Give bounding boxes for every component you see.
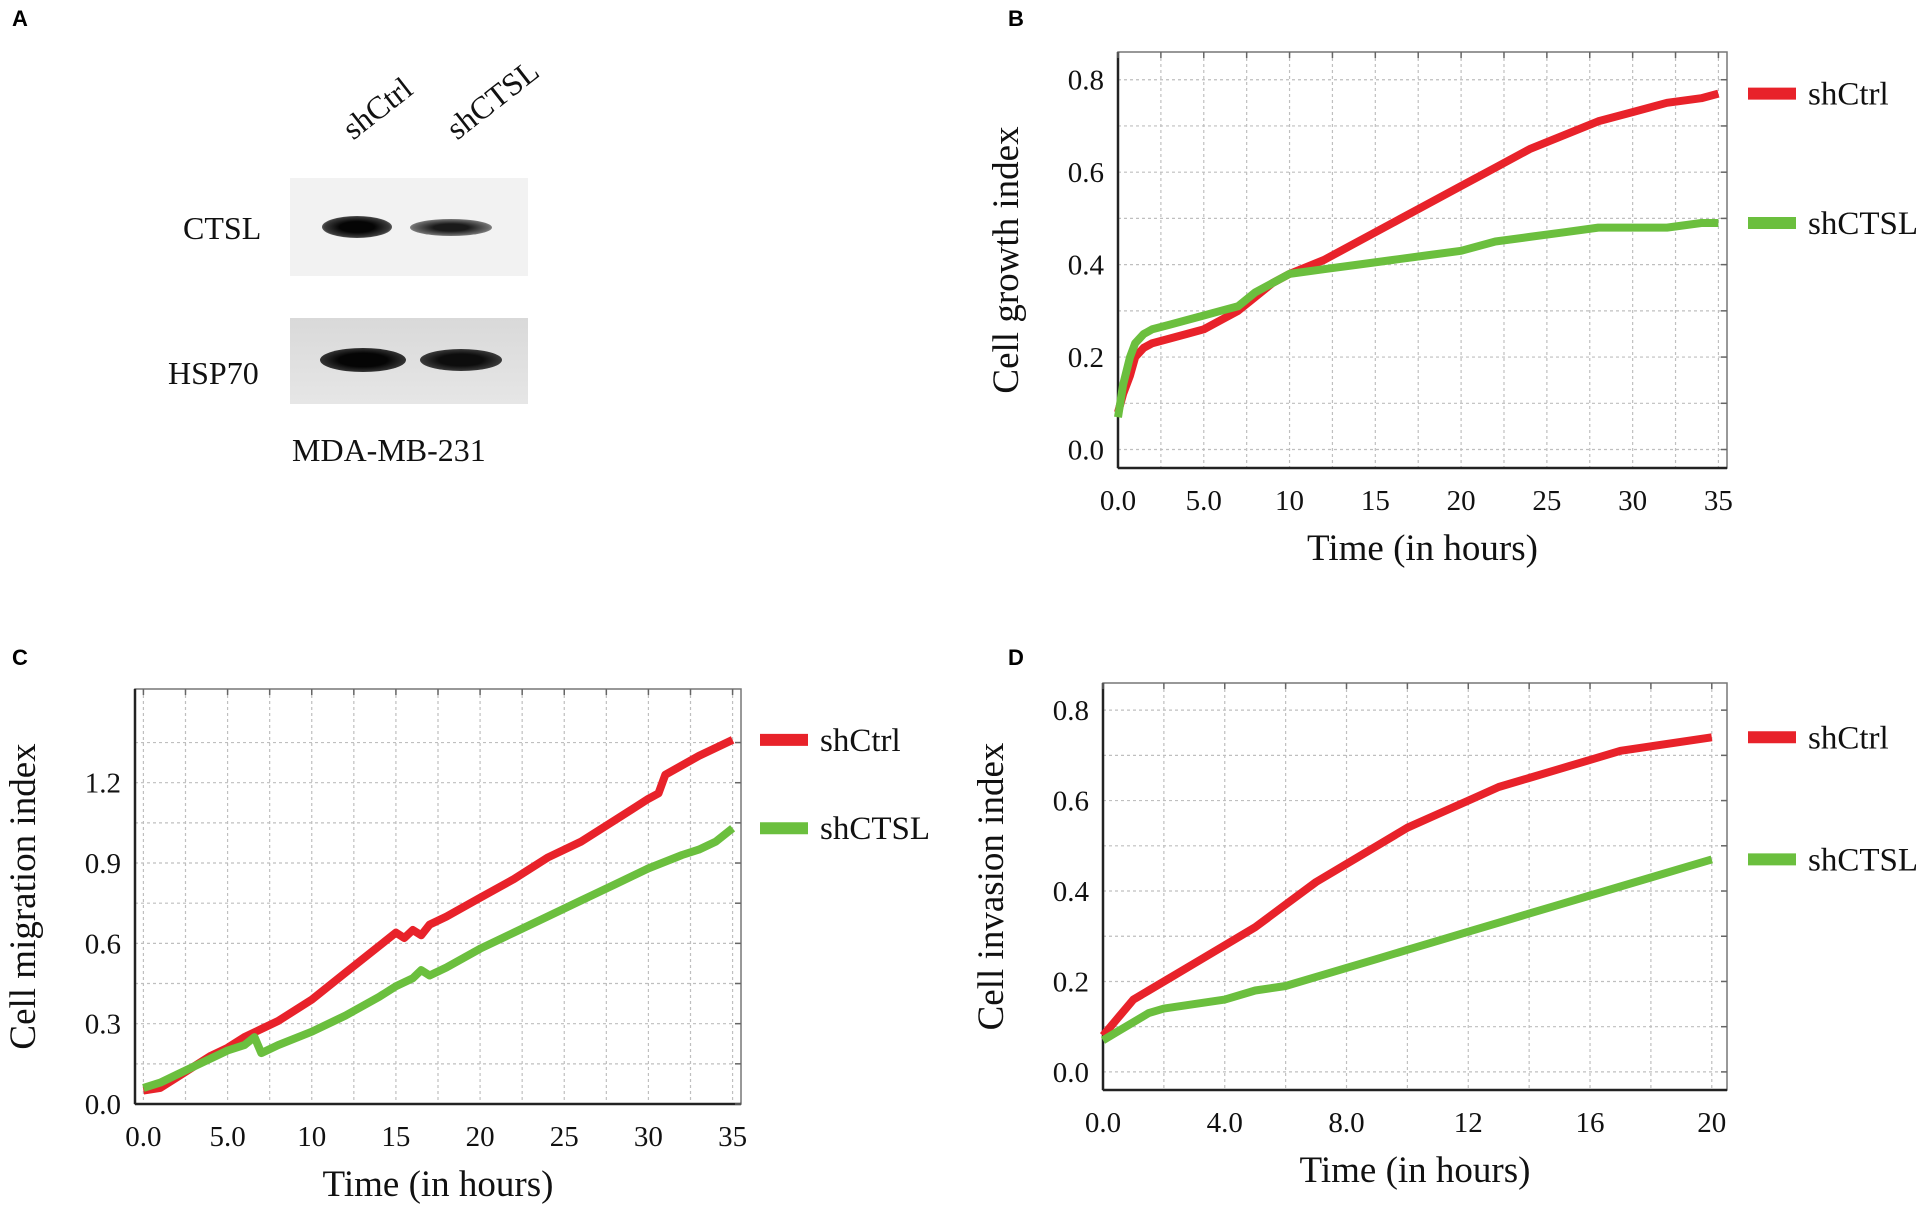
y-tick-label: 0.8 bbox=[1053, 695, 1089, 727]
x-tick-label: 35 bbox=[1704, 485, 1733, 517]
blot-strip-hsp70 bbox=[290, 318, 528, 404]
x-tick-label: 20 bbox=[1697, 1107, 1726, 1139]
x-tick-label: 12 bbox=[1454, 1107, 1483, 1139]
series-line-shctsl bbox=[1114, 219, 1719, 418]
x-tick-label: 25 bbox=[550, 1121, 579, 1153]
cell-line-label: MDA-MB-231 bbox=[292, 432, 486, 468]
y-axis-title: Cell invasion index bbox=[971, 742, 1012, 1030]
x-tick-label: 0.0 bbox=[1085, 1107, 1121, 1139]
x-axis-title: Time (in hours) bbox=[323, 1164, 554, 1205]
y-axis-title: Cell migration index bbox=[3, 743, 44, 1050]
legend-label-shctsl: shCTSL bbox=[820, 811, 930, 847]
y-axis-title: Cell growth index bbox=[986, 126, 1027, 394]
x-tick-label: 20 bbox=[1447, 485, 1476, 517]
blot-row-label-hsp70: HSP70 bbox=[168, 355, 259, 391]
series-line-shctrl bbox=[1099, 733, 1713, 1039]
series-line-shctsl bbox=[142, 825, 736, 1092]
x-tick-label: 8.0 bbox=[1328, 1107, 1364, 1139]
chart-cell-growth: 0.0 5.0 10 15 20 25 30 35 0.0 0.2 0.4 0.6 0.8 Time (i… bbox=[986, 51, 1918, 569]
y-tick-label: 0.0 bbox=[85, 1089, 121, 1121]
y-tick-label: 0.8 bbox=[1068, 65, 1104, 97]
y-tick-label: 0.9 bbox=[85, 848, 121, 880]
x-axis-title: Time (in hours) bbox=[1307, 528, 1538, 569]
chart-cell-migration: 0.0 5.0 10 15 20 25 30 35 0.0 0.3 0.6 0.9 1.2 Time (i… bbox=[3, 688, 930, 1205]
y-tick-label: 0.6 bbox=[1068, 157, 1104, 189]
band-ctsl-shctrl bbox=[322, 216, 392, 238]
panel-label-c: C bbox=[12, 645, 28, 670]
legend-label-shctsl: shCTSL bbox=[1808, 206, 1918, 242]
x-tick-label: 0.0 bbox=[1100, 485, 1136, 517]
panel-label-d: D bbox=[1008, 645, 1024, 670]
blot-strip-ctsl bbox=[290, 178, 528, 276]
y-tick-label: 0.0 bbox=[1068, 435, 1104, 467]
x-axis-title: Time (in hours) bbox=[1300, 1150, 1531, 1191]
blot-row-label-ctsl: CTSL bbox=[183, 210, 262, 246]
x-tick-label: 25 bbox=[1532, 485, 1561, 517]
panel-label-b: B bbox=[1008, 6, 1024, 31]
x-tick-label: 5.0 bbox=[209, 1121, 245, 1153]
y-tick-label: 0.0 bbox=[1053, 1057, 1089, 1089]
panel-label-a: A bbox=[12, 6, 28, 31]
y-tick-label: 0.4 bbox=[1053, 876, 1090, 908]
y-tick-label: 0.2 bbox=[1068, 342, 1104, 374]
legend-label-shctrl: shCtrl bbox=[1808, 720, 1889, 756]
band-hsp70-shctsl bbox=[420, 349, 502, 371]
x-tick-label: 15 bbox=[1361, 485, 1390, 517]
series-line-shctsl bbox=[1100, 855, 1713, 1044]
x-tick-label: 15 bbox=[381, 1121, 410, 1153]
x-tick-label: 4.0 bbox=[1207, 1107, 1243, 1139]
chart-cell-invasion: 0.0 4.0 8.0 12 16 20 0.0 0.2 0.4 0.6 0.8 Time (in h… bbox=[971, 682, 1918, 1191]
x-tick-label: 10 bbox=[1275, 485, 1304, 517]
y-tick-label: 0.3 bbox=[85, 1009, 121, 1041]
x-tick-label: 5.0 bbox=[1186, 485, 1222, 517]
x-tick-label: 30 bbox=[634, 1121, 663, 1153]
y-tick-label: 1.2 bbox=[85, 768, 121, 800]
x-tick-label: 16 bbox=[1576, 1107, 1605, 1139]
x-tick-label: 20 bbox=[466, 1121, 495, 1153]
x-tick-label: 35 bbox=[718, 1121, 747, 1153]
x-tick-label: 0.0 bbox=[125, 1121, 161, 1153]
legend-label-shctsl: shCTSL bbox=[1808, 842, 1918, 878]
x-tick-label: 30 bbox=[1618, 485, 1647, 517]
y-tick-label: 0.2 bbox=[1053, 966, 1089, 998]
legend-label-shctrl: shCtrl bbox=[1808, 77, 1889, 113]
legend-label-shctrl: shCtrl bbox=[820, 723, 901, 759]
y-tick-label: 0.4 bbox=[1068, 250, 1105, 282]
band-ctsl-shctsl bbox=[410, 219, 492, 236]
plot-area bbox=[135, 689, 741, 1104]
y-tick-label: 0.6 bbox=[85, 928, 121, 960]
x-tick-label: 10 bbox=[297, 1121, 326, 1153]
y-tick-label: 0.6 bbox=[1053, 786, 1089, 818]
band-hsp70-shctrl bbox=[320, 348, 406, 372]
